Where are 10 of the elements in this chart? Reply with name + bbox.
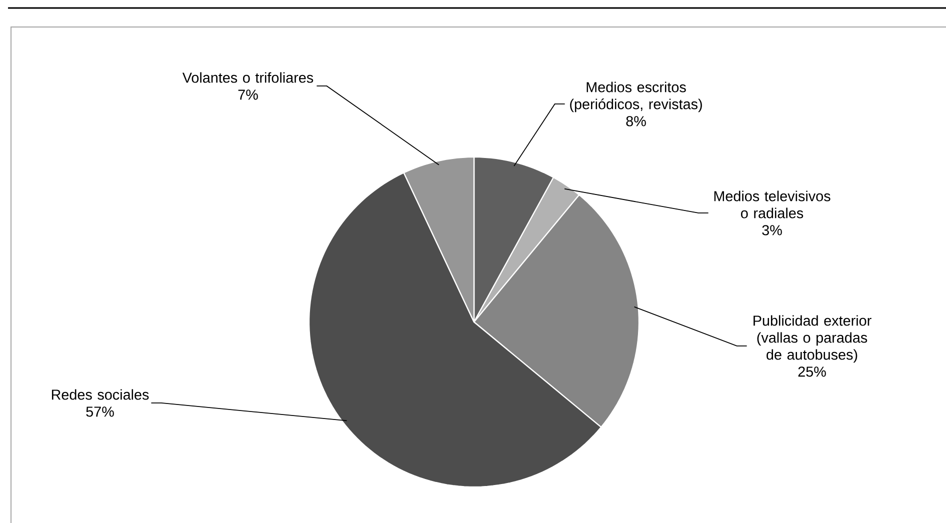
data-label: 25% [798,366,826,377]
slice-label: Medios televisivos o radiales [714,190,830,218]
data-label: 57% [86,406,114,417]
data-label: 3% [762,225,782,236]
data-label: 7% [238,90,258,100]
data-label: 8% [626,116,646,126]
slice-label: Medios escritos (periódicos, revistas) [570,82,702,112]
slice-label: Publicidad exterior (vallas o paradas de autobuses) [754,315,872,363]
slice-label: Volantes o trifoliares [182,72,314,83]
slice-label: Redes sociales [52,389,149,400]
